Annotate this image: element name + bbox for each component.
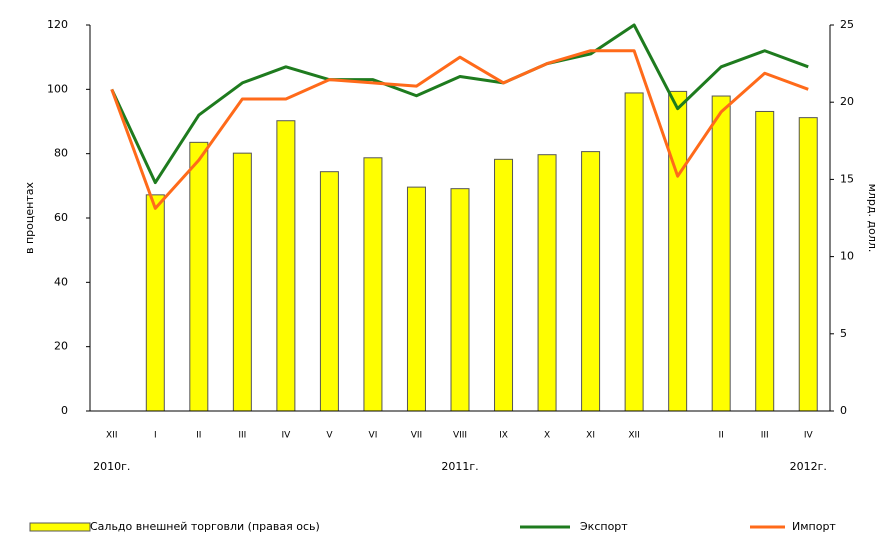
y-tick-label: 0	[61, 404, 68, 417]
y2-tick-label: 10	[840, 250, 854, 263]
line-series	[110, 49, 809, 210]
year-label: 2010г.	[93, 460, 130, 473]
y2-tick-label: 0	[840, 404, 847, 417]
x-tick-label: XII	[628, 431, 639, 441]
y-tick-label: 60	[54, 211, 68, 224]
y2-tick-label: 5	[840, 327, 847, 340]
x-tick-label: XII	[106, 431, 117, 441]
x-tick-label: VII	[411, 431, 422, 441]
x-tick-label: VI	[369, 431, 378, 441]
x-tick-label: II	[196, 431, 201, 441]
y2-tick-label: 20	[840, 95, 854, 108]
y-tick-label: 40	[54, 275, 68, 288]
y-tick-label: 100	[47, 82, 68, 95]
year-label: 2011г.	[441, 460, 478, 473]
bar	[711, 95, 731, 412]
bar	[798, 117, 818, 412]
bar	[319, 171, 339, 412]
y-tick-label: 120	[47, 18, 68, 31]
legend-swatch	[29, 522, 91, 532]
x-tick-label: III	[761, 431, 769, 441]
bar	[189, 141, 209, 412]
x-tick-label: IV	[804, 431, 814, 441]
bar	[232, 152, 252, 412]
bar	[668, 90, 688, 412]
x-tick-label: II	[719, 431, 724, 441]
bar	[581, 151, 601, 412]
bar	[755, 110, 775, 412]
bar	[450, 188, 470, 412]
line-series	[110, 23, 809, 185]
bar	[406, 186, 426, 412]
y-tick-label: 80	[54, 147, 68, 160]
legend-label: Импорт	[792, 520, 836, 533]
x-tick-label: IV	[281, 431, 291, 441]
x-tick-label: IX	[499, 431, 508, 441]
x-tick-label: III	[238, 431, 246, 441]
bar	[537, 154, 557, 412]
y2-tick-label: 25	[840, 18, 854, 31]
y2-axis-label: млрд. долл.	[866, 184, 879, 253]
legend-label: Сальдо внешней торговли (правая ось)	[90, 520, 320, 533]
x-tick-label: V	[326, 431, 333, 441]
x-tick-label: I	[154, 431, 157, 441]
x-tick-label: VIII	[453, 431, 467, 441]
x-tick-label: X	[544, 431, 550, 441]
bar	[494, 158, 514, 412]
legend-label: Экспорт	[580, 520, 628, 533]
bar	[145, 194, 165, 412]
y-axis-label: в процентах	[23, 182, 36, 254]
year-label: 2012г.	[790, 460, 827, 473]
y-tick-label: 20	[54, 340, 68, 353]
y2-tick-label: 15	[840, 172, 854, 185]
bar	[276, 120, 296, 412]
x-tick-label: XI	[586, 431, 595, 441]
bar	[624, 92, 644, 412]
bar	[363, 157, 383, 412]
